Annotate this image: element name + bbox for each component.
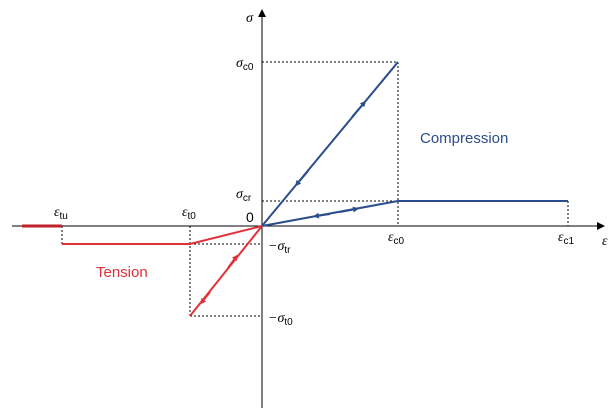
compression-curve <box>261 61 568 227</box>
label-part: t0 <box>284 317 293 328</box>
stress-label: −σt0 <box>268 311 293 328</box>
label-part: σ <box>236 56 244 71</box>
y-axis-label: σ <box>246 11 254 26</box>
label-part: tu <box>60 211 68 222</box>
x-axis-label: ε <box>602 234 608 249</box>
label-part: −σ <box>268 239 285 254</box>
label-part: c0 <box>394 236 405 247</box>
strain-label: εc0 <box>388 230 405 247</box>
label-part: tr <box>284 245 291 256</box>
stress-label: −σtr <box>268 239 291 256</box>
label-part: t0 <box>188 211 197 222</box>
strain-label: εc1 <box>558 230 575 247</box>
stress-label: σc0 <box>236 56 254 73</box>
tension-label: Tension <box>96 264 148 281</box>
compression-label: Compression <box>420 130 508 147</box>
label-part: −σ <box>268 311 285 326</box>
label-part: ε <box>388 230 394 245</box>
label-part: ε <box>54 205 60 220</box>
strain-label: εt0 <box>182 205 196 222</box>
label-part: ε <box>558 230 564 245</box>
tension-curve <box>22 224 263 317</box>
label-part: c0 <box>243 62 254 73</box>
origin-label: 0 <box>246 209 254 225</box>
label-part: cr <box>243 193 252 204</box>
strain-label: εtu <box>54 205 68 222</box>
label-part: c1 <box>564 236 575 247</box>
label-part: σ <box>236 187 244 202</box>
label-part: ε <box>182 205 188 220</box>
stress-label: σcr <box>236 187 252 204</box>
